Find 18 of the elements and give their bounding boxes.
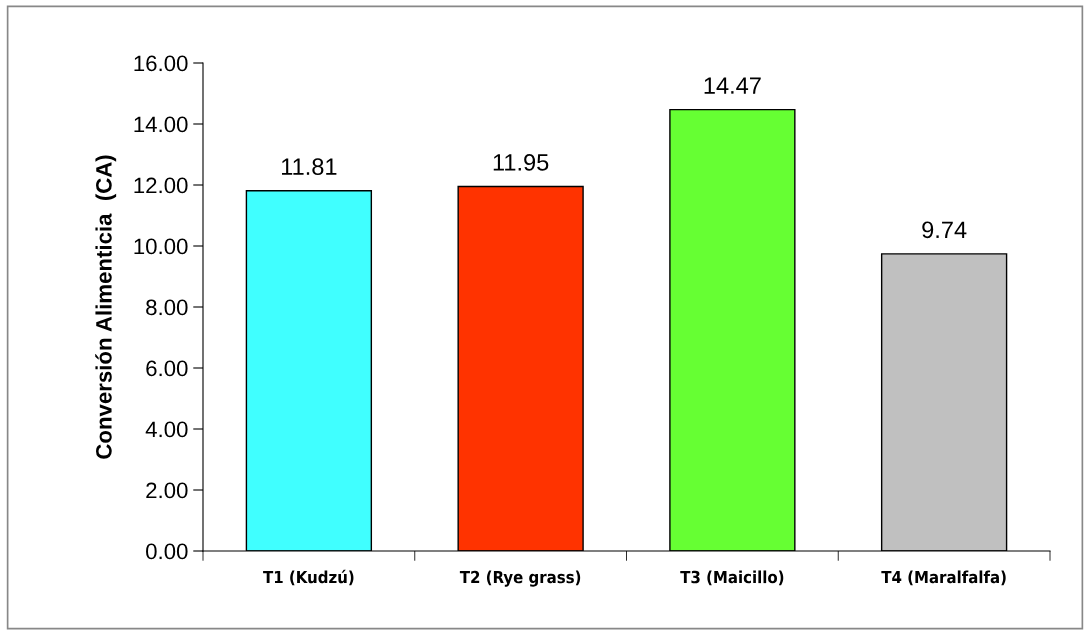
y-axis-title: Conversión Alimenticia (CA) bbox=[95, 155, 117, 459]
y-tick-label: 16.00 bbox=[134, 55, 188, 72]
x-tick-label: T1 (Kudzú) bbox=[263, 569, 354, 586]
data-label: 11.95 bbox=[493, 154, 549, 171]
y-tick-label: 10.00 bbox=[134, 238, 188, 255]
y-tick-label: 4.00 bbox=[145, 421, 188, 438]
y-tick-label: 14.00 bbox=[134, 116, 188, 133]
x-tick-label: T4 (Maralfalfa) bbox=[881, 570, 1006, 586]
data-label: 9.74 bbox=[922, 221, 967, 239]
y-tick-label: 6.00 bbox=[146, 360, 188, 377]
x-tick-label: T2 (Rye grass) bbox=[459, 570, 581, 587]
y-tick-label: 2.00 bbox=[146, 482, 188, 499]
y-tick-label: 8.00 bbox=[146, 299, 188, 316]
x-tick-label: T3 (Maicillo) bbox=[680, 570, 784, 586]
data-label: 14.47 bbox=[704, 77, 761, 94]
y-tick-label: 0.00 bbox=[146, 543, 188, 560]
y-tick-label: 12.00 bbox=[134, 177, 188, 194]
data-label: 11.81 bbox=[282, 158, 337, 176]
